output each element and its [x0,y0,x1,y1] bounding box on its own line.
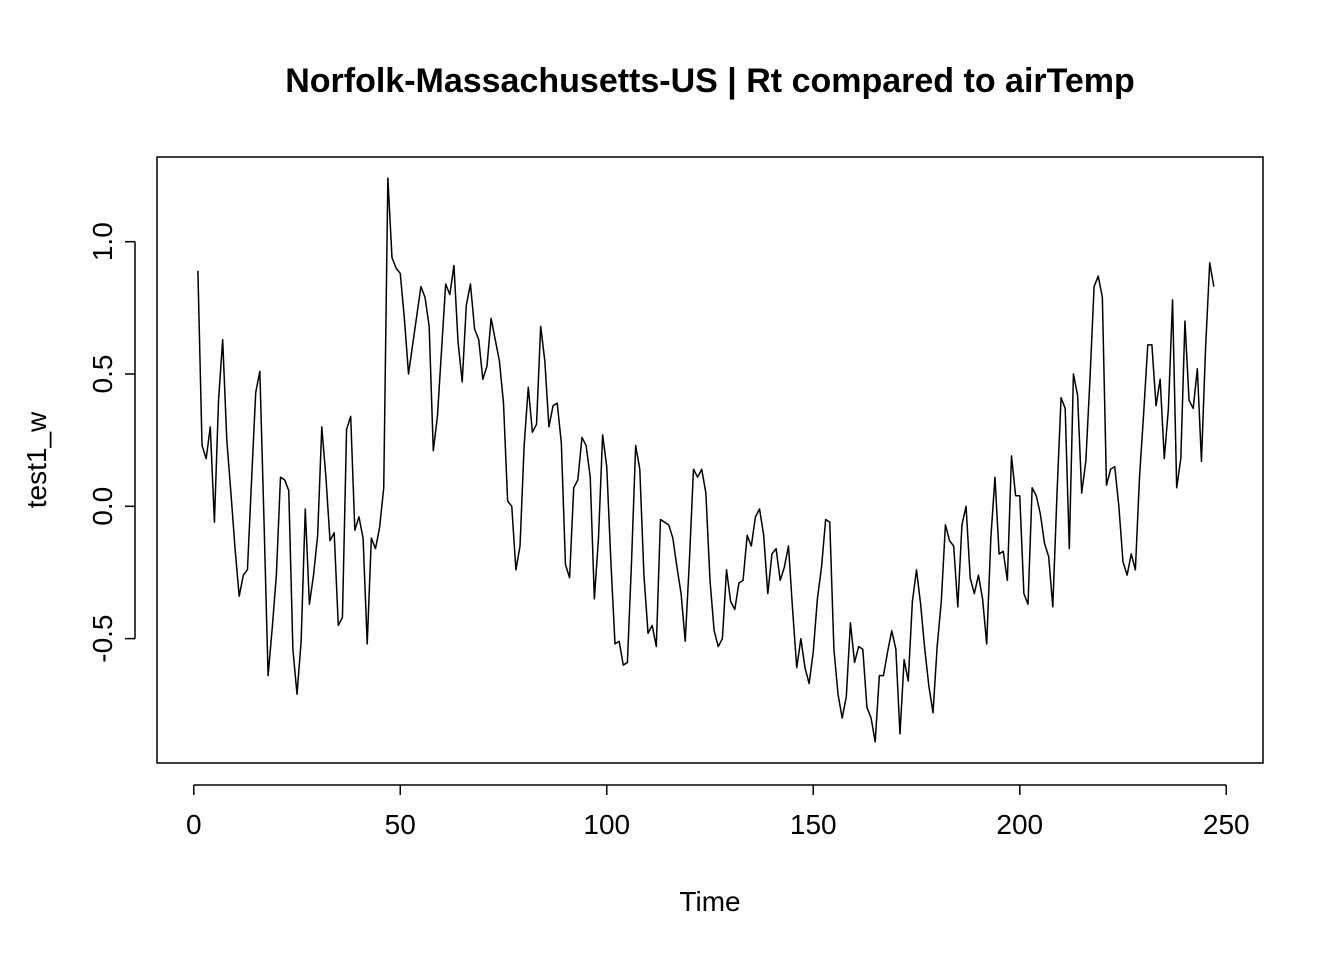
y-tick-label: -0.5 [87,614,118,662]
x-tick-label: 150 [790,809,837,840]
y-tick-label: 0.0 [87,487,118,526]
y-axis: -0.5 0.0 0.5 1.0 [87,222,136,663]
y-tick-label: 0.5 [87,355,118,394]
chart-title: Norfolk-Massachusetts-US | Rt compared t… [285,62,1135,100]
x-tick-label: 50 [385,809,416,840]
y-axis-label: test1_w [21,411,52,508]
x-tick-label: 200 [996,809,1043,840]
x-axis: 0 50 100 150 200 250 [186,784,1250,840]
series-line [197,177,1215,743]
x-axis-label: Time [679,886,740,917]
y-tick-label: 1.0 [87,222,118,261]
plot-box [156,156,1264,764]
x-tick-label: 250 [1203,809,1250,840]
x-tick-label: 100 [583,809,630,840]
x-tick-label: 0 [186,809,202,840]
